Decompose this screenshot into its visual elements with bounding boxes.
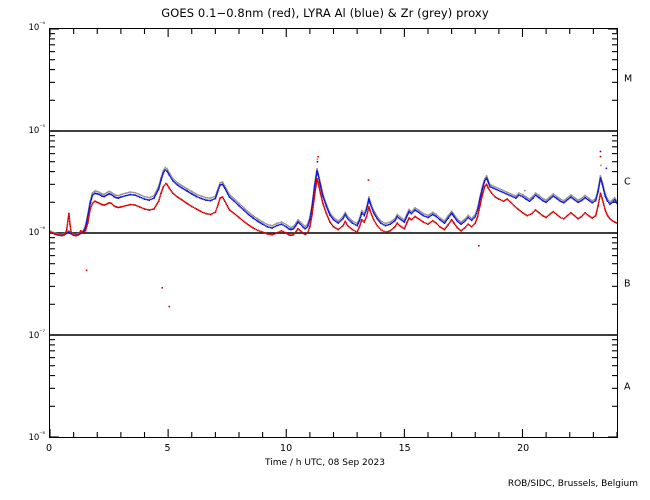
flare-class-label-c: C bbox=[624, 176, 631, 188]
x-tick-label: 15 bbox=[398, 443, 411, 454]
flare-class-label-a: A bbox=[624, 381, 631, 393]
x-axis-label: Time / h UTC, 08 Sep 2023 bbox=[265, 458, 385, 468]
x-tick-label: 0 bbox=[45, 443, 53, 454]
y-tick-label: 10⁻⁸ bbox=[28, 431, 45, 443]
x-tick-label: 20 bbox=[517, 443, 530, 454]
y-axis-tick-labels: 10⁻⁴ 10⁻⁵ 10⁻⁶ 10⁻⁷ 10⁻⁸ bbox=[0, 22, 45, 443]
y-tick-label: 10⁻⁵ bbox=[28, 123, 45, 136]
series-lyra-zr-proxy bbox=[50, 158, 617, 236]
flare-class-label-m: M bbox=[624, 73, 633, 85]
plot-area bbox=[49, 28, 618, 438]
flare-class-label-b: B bbox=[624, 278, 631, 290]
y-tick-label: 10⁻⁴ bbox=[28, 21, 45, 33]
x-tick-label: 5 bbox=[164, 443, 171, 454]
series-goes-0-1-0-8nm bbox=[50, 155, 617, 308]
y-tick-label: 10⁻⁷ bbox=[28, 328, 45, 341]
chart-title: GOES 0.1−0.8nm (red), LYRA Al (blue) & Z… bbox=[161, 6, 489, 20]
x-axis-tick-labels: 0 5 10 15 20 bbox=[45, 443, 618, 457]
credit-text: ROB/SIDC, Brussels, Belgium bbox=[507, 479, 638, 489]
x-tick-label: 10 bbox=[280, 443, 293, 454]
data-series-layer bbox=[50, 150, 617, 308]
y-tick-label: 10⁻⁶ bbox=[28, 226, 45, 238]
axis-ticks-and-reference-lines bbox=[50, 29, 617, 437]
